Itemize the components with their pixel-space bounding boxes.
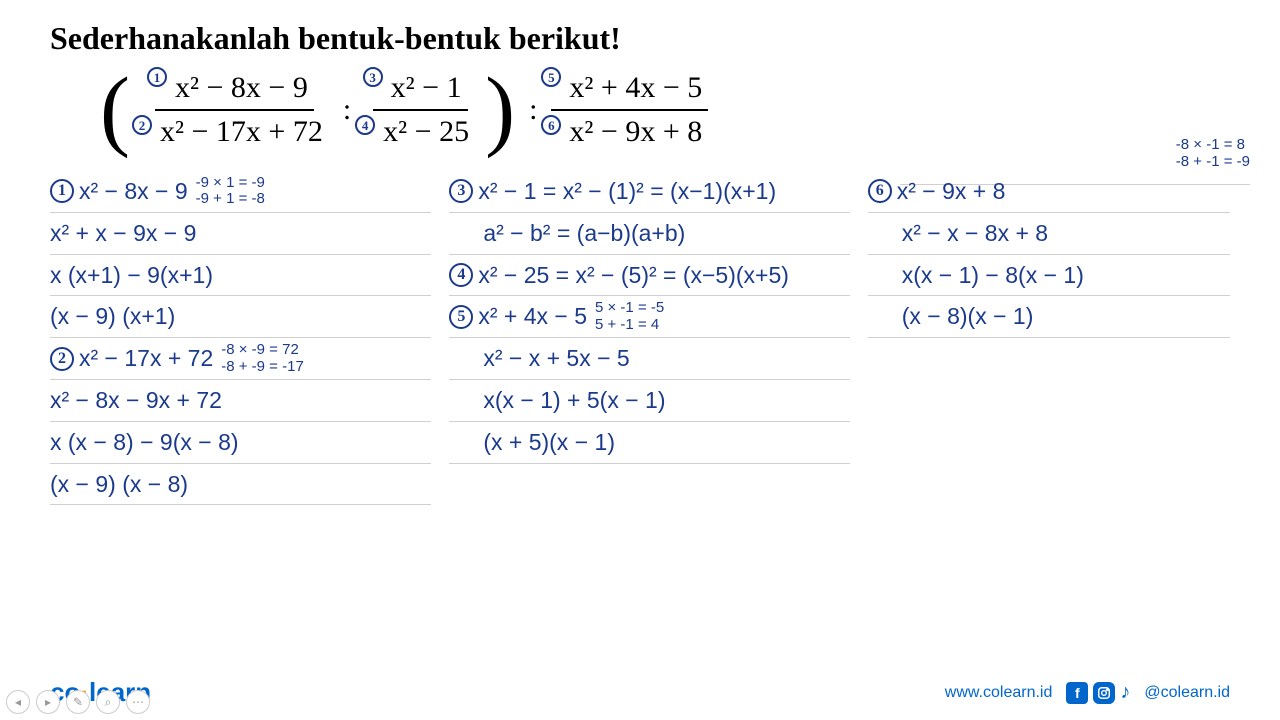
separator-1: : — [339, 93, 355, 127]
page-title: Sederhanakanlah bentuk-bentuk berikut! — [50, 20, 1230, 57]
work-line: x (x+1) − 9(x+1) — [50, 255, 431, 297]
math-text: (x − 8)(x − 1) — [902, 298, 1034, 335]
step-circle-4: 4 — [449, 263, 473, 287]
work-line: 3x² − 1 = x² − (1)² = (x−1)(x+1) — [449, 171, 849, 213]
work-line: 5x² + 4x − 55 × -1 = -55 + -1 = 4 — [449, 296, 849, 338]
step-circle-3: 3 — [449, 179, 473, 203]
math-text: x² + 4x − 5 — [478, 298, 587, 335]
work-line: (x + 5)(x − 1) — [449, 422, 849, 464]
facebook-icon[interactable]: f — [1066, 682, 1088, 704]
more-button[interactable]: ⋯ — [126, 690, 150, 714]
work-line: 6x² − 9x + 8-8 × -1 = 8-8 + -1 = -9 — [868, 171, 1230, 213]
math-text: x(x − 1) − 8(x − 1) — [902, 257, 1084, 294]
footer: co·learn www.colearn.id f ♪ @colearn.id — [50, 677, 1230, 708]
work-line: (x − 9) (x+1) — [50, 296, 431, 338]
math-text: x² + x − 9x − 9 — [50, 215, 196, 252]
play-button[interactable]: ▸ — [36, 690, 60, 714]
marker-5: 5 — [541, 67, 561, 87]
math-text: x² − 8x − 9x + 72 — [50, 382, 222, 419]
math-text: (x − 9) (x+1) — [50, 298, 175, 335]
math-text: x(x − 1) + 5(x − 1) — [483, 382, 665, 419]
math-text: (x + 5)(x − 1) — [483, 424, 615, 461]
marker-1: 1 — [147, 67, 167, 87]
factor-hint: 5 × -1 = -55 + -1 = 4 — [595, 300, 664, 333]
math-text: x² − 25 = x² − (5)² = (x−5)(x+5) — [478, 257, 789, 294]
marker-6: 6 — [541, 115, 561, 135]
player-controls: ◂ ▸ ✎ ⌕ ⋯ — [6, 690, 150, 714]
work-line: 1x² − 8x − 9-9 × 1 = -9-9 + 1 = -8 — [50, 171, 431, 213]
factor-hint: -9 × 1 = -9-9 + 1 = -8 — [196, 175, 265, 208]
marker-2: 2 — [132, 115, 152, 135]
marker-4: 4 — [355, 115, 375, 135]
work-line: (x − 9) (x − 8) — [50, 464, 431, 506]
math-text: x² − 1 = x² − (1)² = (x−1)(x+1) — [478, 173, 776, 210]
work-line: (x − 8)(x − 1) — [868, 296, 1230, 338]
math-text: x (x+1) − 9(x+1) — [50, 257, 213, 294]
work-column-1: 1x² − 8x − 9-9 × 1 = -9-9 + 1 = -8x² + x… — [50, 171, 431, 505]
social-icons: f ♪ — [1066, 681, 1130, 704]
math-text: x² − 17x + 72 — [79, 340, 213, 377]
step-circle-2: 2 — [50, 347, 74, 371]
tiktok-icon[interactable]: ♪ — [1120, 681, 1130, 704]
math-text: x² − 9x + 8 — [897, 173, 1006, 210]
frac2-den: x² − 25 — [383, 115, 469, 148]
work-line: a² − b² = (a−b)(a+b) — [449, 213, 849, 255]
step-circle-1: 1 — [50, 179, 74, 203]
work-line: x(x − 1) − 8(x − 1) — [868, 255, 1230, 297]
work-line: 4x² − 25 = x² − (5)² = (x−5)(x+5) — [449, 255, 849, 297]
factor-hint: -8 × -1 = 8-8 + -1 = -9 — [1176, 137, 1250, 170]
edit-button[interactable]: ✎ — [66, 690, 90, 714]
work-area: 1x² − 8x − 9-9 × 1 = -9-9 + 1 = -8x² + x… — [50, 171, 1230, 505]
footer-handle[interactable]: @colearn.id — [1144, 684, 1230, 702]
math-text: x² − 8x − 9 — [79, 173, 188, 210]
step-circle-5: 5 — [449, 305, 473, 329]
prev-button[interactable]: ◂ — [6, 690, 30, 714]
separator-2: : — [525, 93, 541, 127]
work-line: x (x − 8) − 9(x − 8) — [50, 422, 431, 464]
factor-hint: -8 × -9 = 72-8 + -9 = -17 — [221, 342, 304, 375]
zoom-button[interactable]: ⌕ — [96, 690, 120, 714]
frac3-num: x² + 4x − 5 — [569, 71, 702, 104]
work-line: 2x² − 17x + 72-8 × -9 = 72-8 + -9 = -17 — [50, 338, 431, 380]
work-column-3: 6x² − 9x + 8-8 × -1 = 8-8 + -1 = -9x² − … — [868, 171, 1230, 505]
math-text: x (x − 8) − 9(x − 8) — [50, 424, 239, 461]
instagram-icon[interactable] — [1093, 682, 1115, 704]
work-line: x² − 8x − 9x + 72 — [50, 380, 431, 422]
math-text: x² − x − 8x + 8 — [902, 215, 1048, 252]
frac1-num: x² − 8x − 9 — [175, 71, 308, 104]
work-line: x² − x − 8x + 8 — [868, 213, 1230, 255]
math-text: a² − b² = (a−b)(a+b) — [483, 215, 685, 252]
work-line: x² − x + 5x − 5 — [449, 338, 849, 380]
step-circle-6: 6 — [868, 179, 892, 203]
work-line: x² + x − 9x − 9 — [50, 213, 431, 255]
frac1-den: x² − 17x + 72 — [160, 115, 323, 148]
frac3-den: x² − 9x + 8 — [569, 115, 702, 148]
math-text: (x − 9) (x − 8) — [50, 466, 188, 503]
math-text: x² − x + 5x − 5 — [483, 340, 629, 377]
frac2-num: x² − 1 — [391, 71, 462, 104]
problem-expression: ( 1 x² − 8x − 9 2 x² − 17x + 72 : 3 x² −… — [100, 65, 1230, 155]
footer-url[interactable]: www.colearn.id — [945, 684, 1053, 702]
marker-3: 3 — [363, 67, 383, 87]
work-column-2: 3x² − 1 = x² − (1)² = (x−1)(x+1)a² − b² … — [449, 171, 849, 505]
work-line: x(x − 1) + 5(x − 1) — [449, 380, 849, 422]
